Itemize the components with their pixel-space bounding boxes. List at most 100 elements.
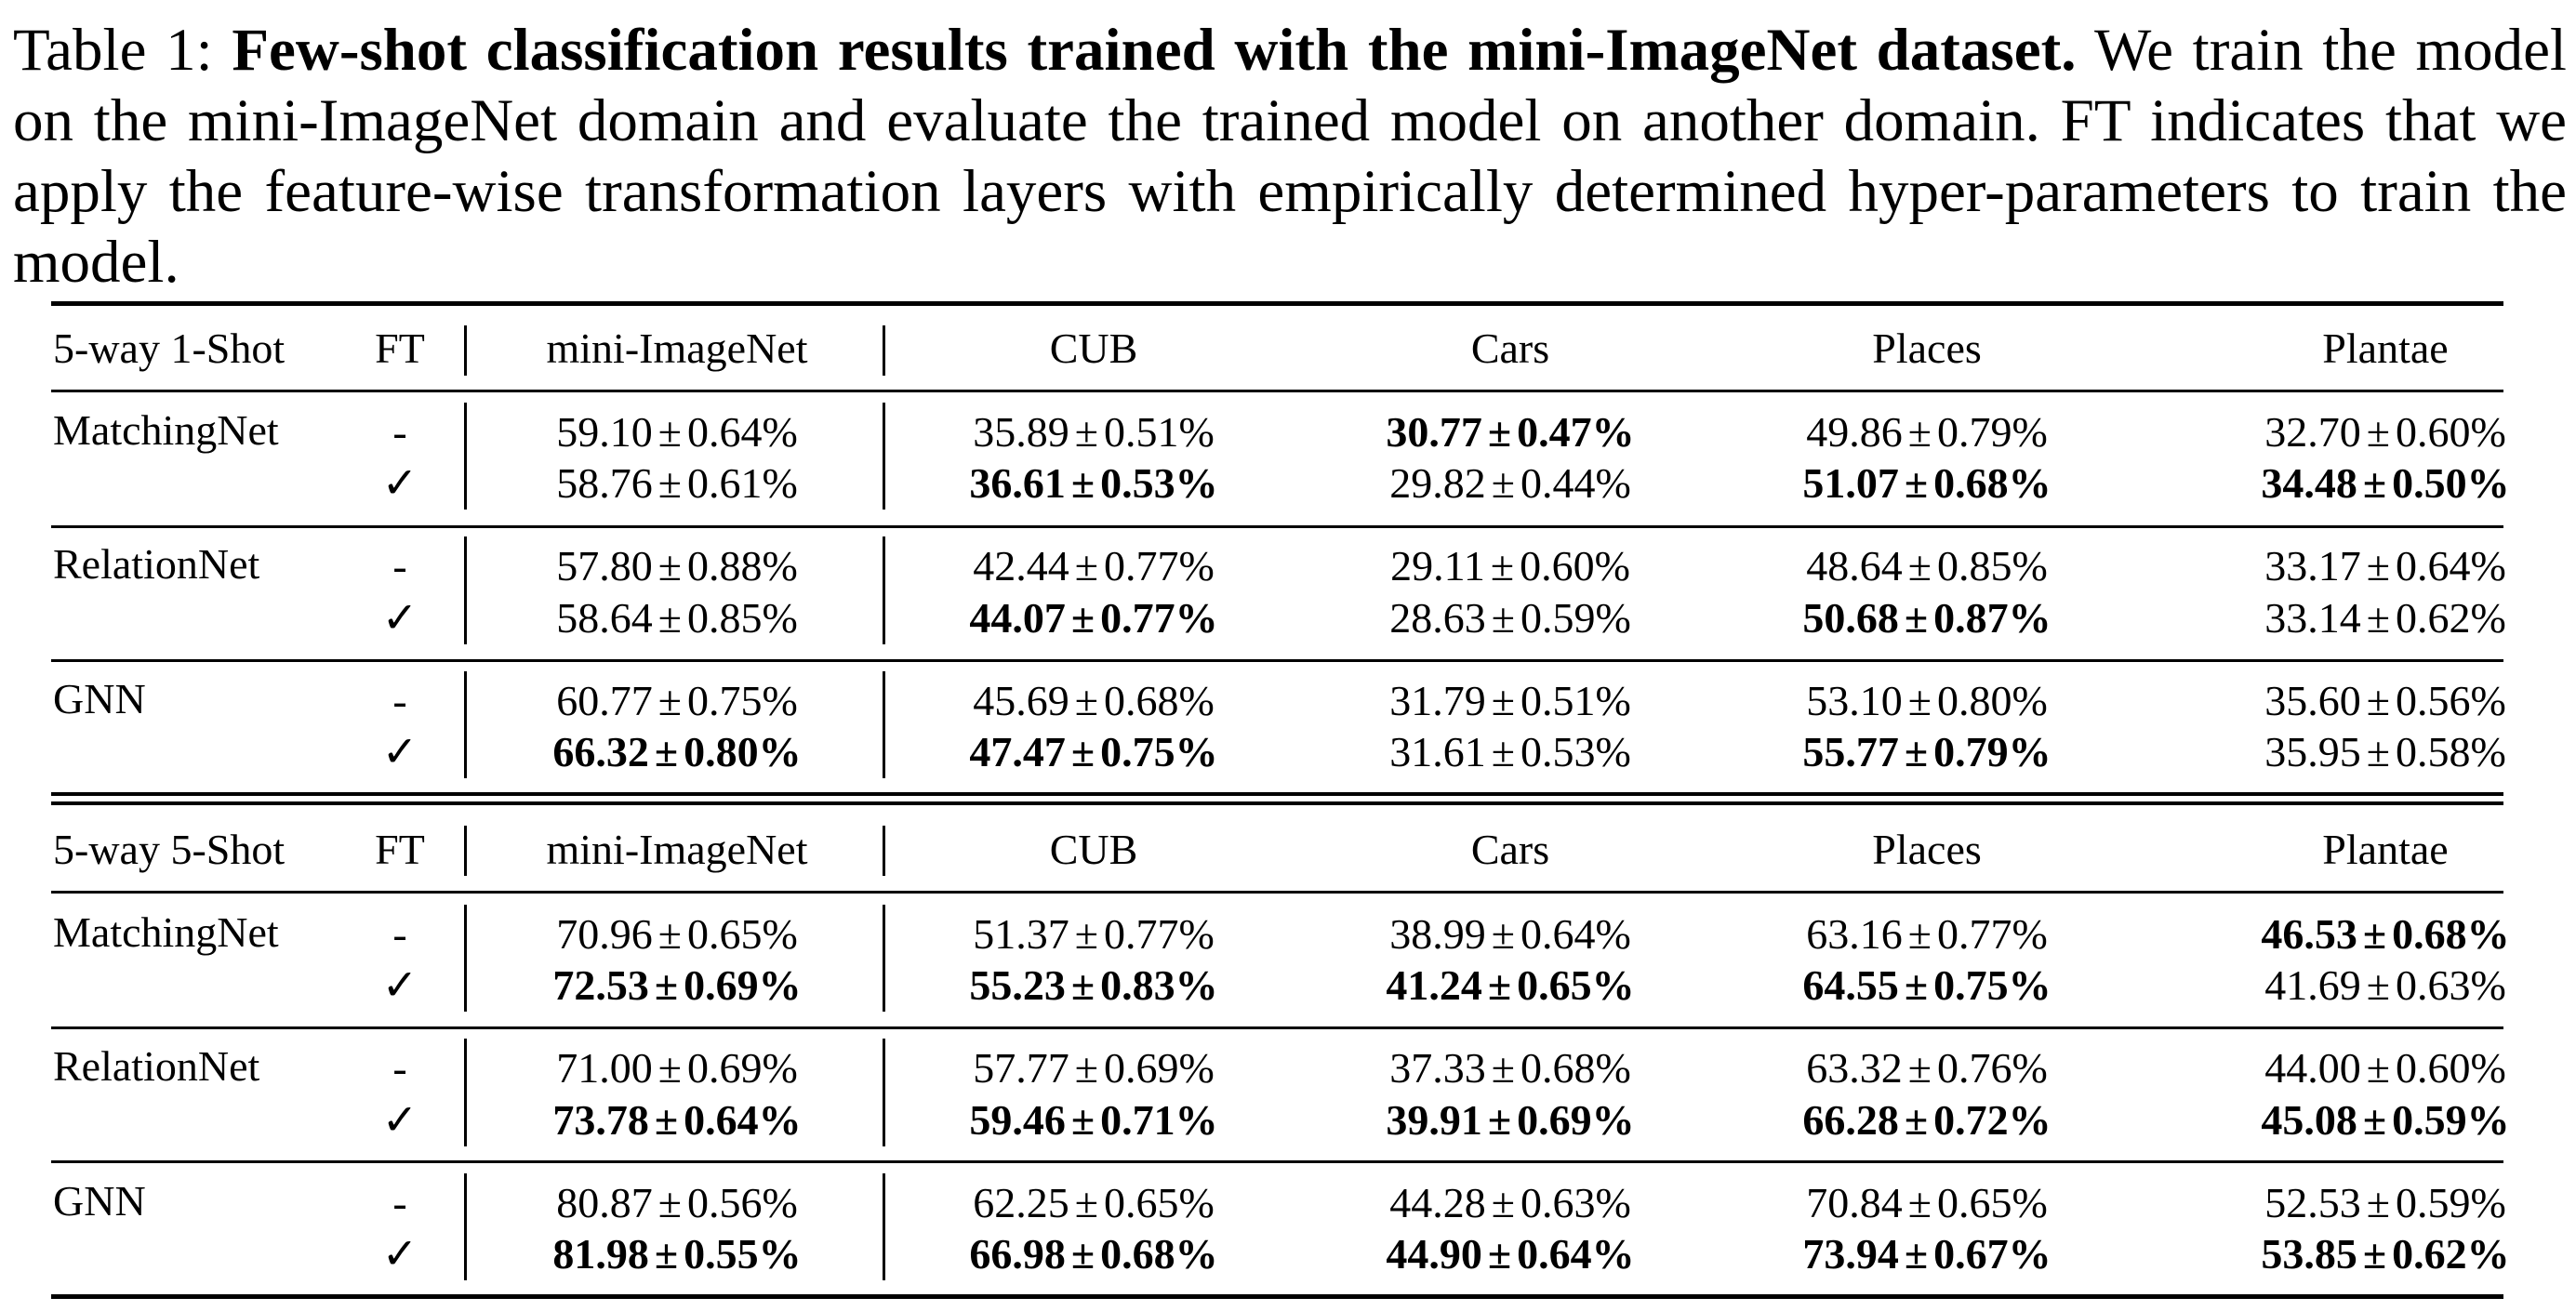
column-header: Places [1872, 324, 1982, 372]
column-separator [883, 1173, 885, 1280]
plus-minus-symbol: ± [657, 459, 682, 507]
plus-minus-symbol: ± [2366, 1179, 2390, 1226]
plus-minus-symbol: ± [1491, 459, 1515, 507]
result-cell: 59.46 ±0.71% [969, 1094, 1217, 1146]
result-cell: 51.37 ±0.77% [973, 908, 1215, 960]
value: 28.63 [1389, 594, 1486, 642]
result-cell: 70.84 ±0.65% [1806, 1177, 2048, 1229]
plus-minus-symbol: ± [2362, 459, 2387, 507]
value: 71.00 [556, 1044, 653, 1092]
method-rule [51, 1160, 2503, 1163]
error: 0.69% [684, 961, 802, 1009]
plus-minus-symbol: ± [657, 594, 682, 642]
value: 32.70 [2264, 408, 2361, 456]
plus-minus-symbol: ± [1907, 677, 1932, 724]
error: 0.88% [686, 542, 798, 589]
result-cell: 49.86 ±0.79% [1806, 406, 2048, 458]
plus-minus-symbol: ± [1487, 1096, 1512, 1144]
result-cell: 63.16 ±0.77% [1806, 908, 2048, 960]
plus-minus-symbol: ± [1070, 961, 1095, 1009]
section-header: 5-way 1-Shot [53, 324, 285, 372]
error: 0.64% [684, 1096, 802, 1144]
value: 38.99 [1389, 910, 1486, 958]
ft-dash: - [392, 677, 407, 724]
error: 0.59% [2392, 1096, 2510, 1144]
value: 60.77 [556, 677, 653, 724]
result-cell: 33.17 ±0.64% [2264, 540, 2506, 592]
error: 0.60% [1520, 542, 1630, 589]
value: 59.46 [969, 1096, 1066, 1144]
plus-minus-symbol: ± [1904, 1230, 1929, 1278]
ft-dash: - [392, 1179, 407, 1226]
plus-minus-symbol: ± [657, 408, 682, 456]
plus-minus-symbol: ± [1487, 1230, 1512, 1278]
plus-minus-symbol: ± [1074, 408, 1098, 456]
error: 0.80% [1936, 677, 2048, 724]
result-cell: 53.10 ±0.80% [1806, 675, 2048, 727]
plus-minus-symbol: ± [1904, 728, 1929, 775]
ft-dash: - [392, 1044, 407, 1092]
plus-minus-symbol: ± [1904, 459, 1929, 507]
value: 55.77 [1802, 728, 1899, 775]
result-cell: 73.94 ±0.67% [1802, 1228, 2051, 1280]
result-cell: 37.33 ±0.68% [1389, 1042, 1631, 1094]
result-cell: 41.69 ±0.63% [2264, 960, 2506, 1012]
result-cell: 51.07 ±0.68% [1802, 457, 2051, 510]
plus-minus-symbol: ± [1904, 961, 1929, 1009]
value: 44.07 [969, 594, 1066, 642]
result-cell: 35.60 ±0.56% [2264, 675, 2506, 727]
plus-minus-symbol: ± [1491, 594, 1515, 642]
error: 0.63% [1520, 1179, 1631, 1226]
header-rule [51, 891, 2503, 894]
plus-minus-symbol: ± [2362, 910, 2387, 958]
result-cell: 57.77 ±0.69% [973, 1042, 1215, 1094]
result-cell: 57.80 ±0.88% [556, 540, 798, 592]
plus-minus-symbol: ± [2362, 1230, 2387, 1278]
error: 0.65% [1517, 961, 1635, 1009]
column-separator [464, 536, 467, 644]
plus-minus-symbol: ± [1074, 1179, 1098, 1226]
error: 0.85% [1936, 542, 2048, 589]
plus-minus-symbol: ± [657, 542, 682, 589]
plus-minus-symbol: ± [2366, 408, 2390, 456]
value: 63.32 [1806, 1044, 1903, 1092]
ft-checkmark-icon: ✓ [381, 459, 418, 507]
column-separator [883, 826, 885, 876]
value: 58.76 [556, 459, 653, 507]
error: 0.69% [1517, 1096, 1635, 1144]
value: 42.44 [973, 542, 1069, 589]
error: 0.60% [2395, 1044, 2506, 1092]
plus-minus-symbol: ± [657, 677, 682, 724]
plus-minus-symbol: ± [1907, 1179, 1932, 1226]
method-name: RelationNet [53, 1042, 260, 1090]
result-cell: 50.68 ±0.87% [1802, 592, 2051, 644]
error: 0.56% [686, 1179, 798, 1226]
result-cell: 80.87 ±0.56% [556, 1177, 798, 1229]
plus-minus-symbol: ± [1491, 677, 1515, 724]
plus-minus-symbol: ± [1070, 459, 1095, 507]
column-header: CUB [1049, 324, 1138, 372]
value: 34.48 [2261, 459, 2357, 507]
ft-header: FT [375, 826, 425, 873]
section-divider-rule [51, 801, 2503, 805]
value: 35.89 [973, 408, 1069, 456]
result-cell: 44.07 ±0.77% [969, 592, 1217, 644]
value: 72.53 [552, 961, 649, 1009]
error: 0.65% [1936, 1179, 2048, 1226]
ft-checkmark-icon: ✓ [381, 961, 418, 1009]
column-separator [464, 671, 467, 778]
plus-minus-symbol: ± [654, 961, 679, 1009]
result-cell: 29.11 ±0.60% [1390, 540, 1630, 592]
method-rule [51, 659, 2503, 662]
value: 53.10 [1806, 677, 1903, 724]
value: 36.61 [969, 459, 1066, 507]
error: 0.63% [2395, 961, 2506, 1009]
result-cell: 53.85 ±0.62% [2261, 1228, 2509, 1280]
result-cell: 52.53 ±0.59% [2264, 1177, 2506, 1229]
error: 0.51% [1520, 677, 1631, 724]
section-divider-rule [51, 792, 2503, 796]
error: 0.53% [1520, 728, 1631, 775]
plus-minus-symbol: ± [1491, 910, 1515, 958]
result-cell: 72.53 ±0.69% [552, 960, 801, 1012]
error: 0.75% [686, 677, 798, 724]
